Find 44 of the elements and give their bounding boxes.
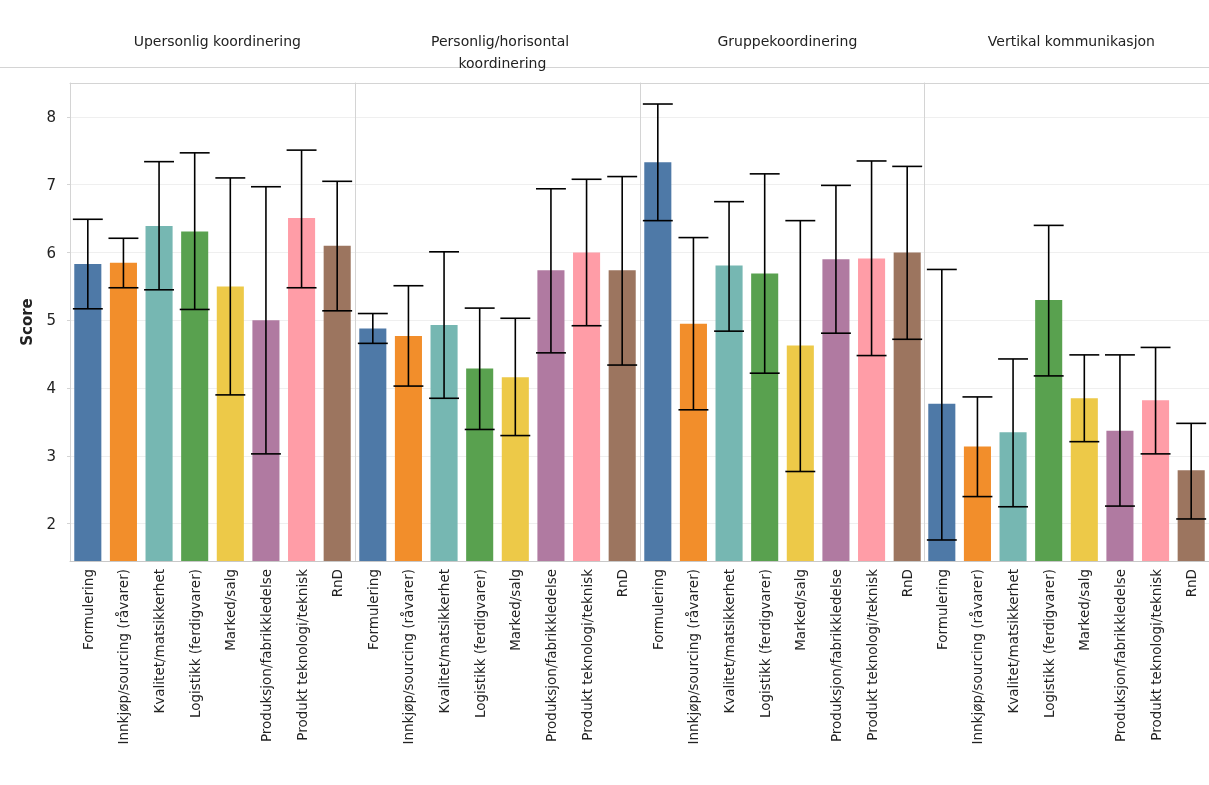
x-tick-label: Innkjøp/sourcing (råvarer) (684, 569, 701, 745)
x-tick-label: Kvalitet/matsikkerhet (1005, 569, 1022, 714)
x-tick-label: Formulering (79, 569, 96, 651)
x-tick-label: Marked/salg (791, 569, 808, 651)
x-tick-label: Innkjøp/sourcing (råvarer) (969, 569, 986, 745)
y-axis-title: Score (17, 298, 36, 346)
x-tick-label: Kvalitet/matsikkerhet (435, 569, 452, 714)
x-tick-label: RnD (1183, 569, 1200, 598)
x-tick-label: Formulering (364, 569, 381, 651)
x-tick-label: Produksjon/fabrikkledelse (542, 569, 559, 743)
x-tick-label: Logistikk (ferdigvarer) (756, 569, 773, 719)
x-tick-label: Logistikk (ferdigvarer) (186, 569, 203, 719)
y-tick-label: 7 (46, 175, 56, 194)
x-tick-label: Kvalitet/matsikkerhet (151, 569, 168, 714)
x-tick-label: Formulering (934, 569, 951, 651)
x-tick-label: Marked/salg (1076, 569, 1093, 651)
x-tick-label: Logistikk (ferdigvarer) (1040, 569, 1057, 719)
chart-title: Gruppekoordinering (716, 33, 857, 49)
y-tick-label: 6 (46, 243, 56, 262)
x-tick-label: Produkt teknologi/teknisk (1147, 568, 1164, 741)
x-tick-label: Logistikk (ferdigvarer) (471, 569, 488, 719)
x-tick-label: RnD (613, 569, 630, 598)
y-tick-label: 4 (46, 379, 56, 398)
x-tick-label: Marked/salg (222, 569, 239, 651)
x-tick-label: Produkt teknologi/teknisk (293, 568, 310, 741)
chart-title: Vertikal kommunikasjon (988, 33, 1156, 49)
x-tick-label: Innkjøp/sourcing (råvarer) (115, 569, 132, 745)
y-tick-label: 8 (46, 107, 56, 126)
x-tick-label: RnD (898, 569, 915, 598)
chart-title: Personlig/horisontal koordinering (430, 33, 574, 71)
x-tick-label: Produkt teknologi/teknisk (578, 568, 595, 741)
y-tick-label: 3 (46, 446, 56, 465)
x-tick-label: Innkjøp/sourcing (råvarer) (400, 569, 417, 745)
x-tick-label: Produkt teknologi/teknisk (863, 568, 880, 741)
x-tick-label: Marked/salg (507, 569, 524, 651)
x-tick-label: Produksjon/fabrikkledelse (827, 569, 844, 743)
x-tick-label: Formulering (649, 569, 666, 651)
x-tick-label: Produksjon/fabrikkledelse (257, 569, 274, 743)
chart-title: Upersonlig koordinering (133, 33, 302, 49)
y-tick-label: 2 (46, 514, 56, 533)
x-tick-label: RnD (329, 569, 346, 598)
x-tick-label: Kvalitet/matsikkerhet (720, 569, 737, 714)
x-tick-label: Produksjon/fabrikkledelse (1112, 569, 1129, 743)
y-tick-label: 5 (46, 311, 56, 330)
